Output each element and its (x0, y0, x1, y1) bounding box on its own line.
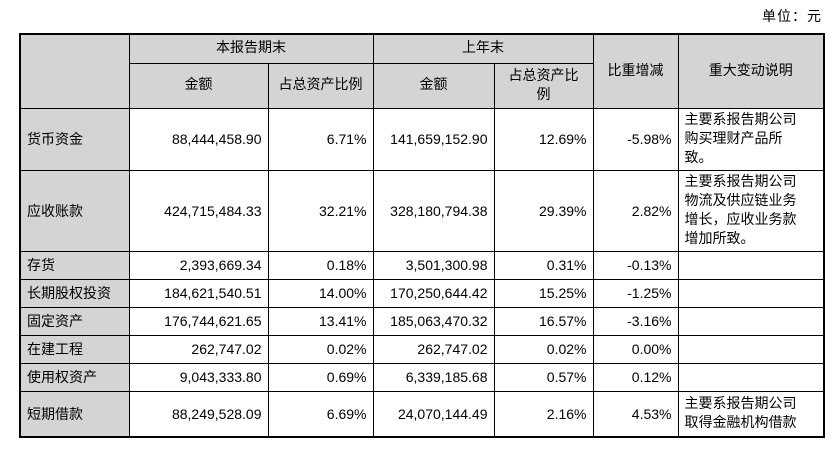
note-cell (677, 250, 825, 280)
row-label: 货币资金 (19, 107, 130, 171)
amount-current-cell: 88,444,458.90 (128, 107, 269, 171)
ratio-current-cell: 13.41% (267, 306, 374, 336)
assets-change-table: 本报告期末 上年末 比重增减 重大变动说明 金额 占总资产比例 金额 占总资产比… (19, 33, 825, 438)
amount-current-cell: 176,744,621.65 (128, 306, 269, 336)
change-cell: 0.12% (592, 362, 679, 392)
row-label: 短期借款 (19, 390, 130, 438)
ratio-previous-cell: 0.57% (493, 362, 594, 392)
change-cell: -1.25% (592, 278, 679, 308)
header-group-current-period: 本报告期末 (128, 33, 374, 64)
change-cell: -3.16% (592, 306, 679, 336)
header-amount-current: 金额 (128, 62, 269, 109)
note-cell (677, 306, 825, 336)
amount-previous-cell: 328,180,794.38 (372, 169, 495, 252)
table-row-monetary-funds: 货币资金 88,444,458.90 6.71% 141,659,152.90 … (19, 107, 825, 171)
amount-previous-cell: 262,747.02 (372, 334, 495, 364)
header-col-change: 比重增减 (592, 33, 679, 109)
note-cell: 主要系报告期公司 取得金融机构借款 (677, 390, 825, 438)
amount-current-cell: 2,393,669.34 (128, 250, 269, 280)
ratio-previous-cell: 0.02% (493, 334, 594, 364)
change-cell: 4.53% (592, 390, 679, 438)
header-corner-cell (19, 33, 130, 109)
amount-previous-cell: 141,659,152.90 (372, 107, 495, 171)
change-cell: -5.98% (592, 107, 679, 171)
ratio-current-cell: 14.00% (267, 278, 374, 308)
row-label: 应收账款 (19, 169, 130, 252)
note-cell (677, 362, 825, 392)
amount-previous-cell: 24,070,144.49 (372, 390, 495, 438)
note-cell: 主要系报告期公司 购买理财产品所 致。 (677, 107, 825, 171)
ratio-previous-cell: 2.16% (493, 390, 594, 438)
amount-previous-cell: 3,501,300.98 (372, 250, 495, 280)
ratio-current-cell: 0.18% (267, 250, 374, 280)
table-row-short-term-borrowings: 短期借款 88,249,528.09 6.69% 24,070,144.49 2… (19, 390, 825, 438)
table-row-right-of-use-assets: 使用权资产 9,043,333.80 0.69% 6,339,185.68 0.… (19, 362, 825, 392)
ratio-current-cell: 0.02% (267, 334, 374, 364)
ratio-previous-cell: 15.25% (493, 278, 594, 308)
note-cell (677, 278, 825, 308)
table-row-accounts-receivable: 应收账款 424,715,484.33 32.21% 328,180,794.3… (19, 169, 825, 252)
change-cell: -0.13% (592, 250, 679, 280)
amount-previous-cell: 185,063,470.32 (372, 306, 495, 336)
row-label: 使用权资产 (19, 362, 130, 392)
ratio-current-cell: 32.21% (267, 169, 374, 252)
row-label: 长期股权投资 (19, 278, 130, 308)
header-ratio-previous: 占总资产比 例 (493, 62, 594, 109)
ratio-previous-cell: 16.57% (493, 306, 594, 336)
header-group-row: 本报告期末 上年末 比重增减 重大变动说明 (19, 33, 825, 109)
table-row-construction-in-progress: 在建工程 262,747.02 0.02% 262,747.02 0.02% 0… (19, 334, 825, 364)
amount-current-cell: 424,715,484.33 (128, 169, 269, 252)
amount-current-cell: 9,043,333.80 (128, 362, 269, 392)
ratio-previous-cell: 0.31% (493, 250, 594, 280)
ratio-previous-cell: 29.39% (493, 169, 594, 252)
amount-current-cell: 184,621,540.51 (128, 278, 269, 308)
ratio-current-cell: 6.69% (267, 390, 374, 438)
amount-current-cell: 262,747.02 (128, 334, 269, 364)
header-col-note: 重大变动说明 (677, 33, 825, 109)
note-cell (677, 334, 825, 364)
note-cell: 主要系报告期公司 物流及供应链业务 增长，应收业务款 增加所致。 (677, 169, 825, 252)
row-label: 存货 (19, 250, 130, 280)
row-label: 在建工程 (19, 334, 130, 364)
amount-previous-cell: 6,339,185.68 (372, 362, 495, 392)
change-cell: 2.82% (592, 169, 679, 252)
table-row-long-term-equity-investment: 长期股权投资 184,621,540.51 14.00% 170,250,644… (19, 278, 825, 308)
amount-previous-cell: 170,250,644.42 (372, 278, 495, 308)
ratio-current-cell: 6.71% (267, 107, 374, 171)
header-group-previous-year: 上年末 (372, 33, 594, 64)
change-cell: 0.00% (592, 334, 679, 364)
header-ratio-current: 占总资产比例 (267, 62, 374, 109)
header-sub-row: 金额 占总资产比例 金额 占总资产比 例 (20, 62, 824, 109)
ratio-current-cell: 0.69% (267, 362, 374, 392)
ratio-previous-cell: 12.69% (493, 107, 594, 171)
row-label: 固定资产 (19, 306, 130, 336)
header-amount-previous: 金额 (372, 62, 495, 109)
unit-label: 单位：元 (762, 10, 822, 25)
table-row-fixed-assets: 固定资产 176,744,621.65 13.41% 185,063,470.3… (19, 306, 825, 336)
table-row-inventory: 存货 2,393,669.34 0.18% 3,501,300.98 0.31%… (19, 250, 825, 280)
amount-current-cell: 88,249,528.09 (128, 390, 269, 438)
